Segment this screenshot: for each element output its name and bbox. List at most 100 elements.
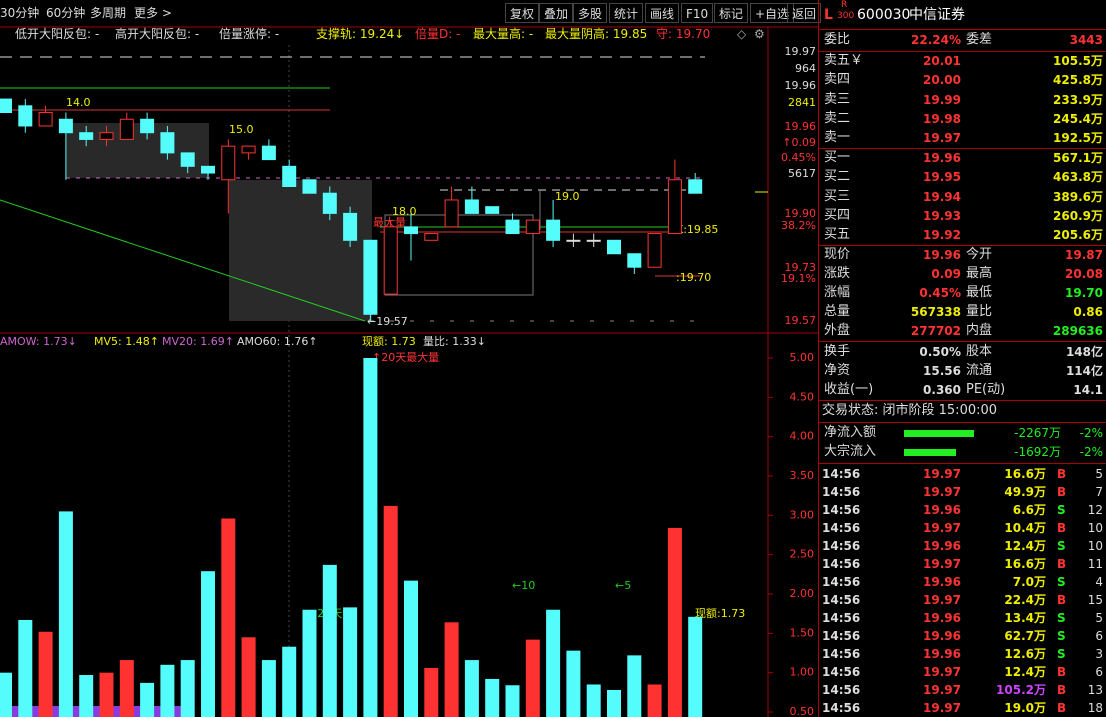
trade-price: 19.96 <box>923 611 961 625</box>
price-axis-label: 19.73 <box>785 261 817 274</box>
stat-value: 0.09 <box>931 267 961 281</box>
toolbar-button[interactable]: F10 <box>681 3 714 23</box>
trade-side: B <box>1057 485 1067 499</box>
book-volume: 389.6万 <box>1053 189 1103 204</box>
volume-bar <box>343 607 358 717</box>
trend-line <box>0 199 366 322</box>
trade-volume: 16.6万 <box>1004 557 1046 571</box>
stat-label: 涨幅 <box>824 285 851 300</box>
toolbar-button[interactable]: 叠加 <box>539 3 574 23</box>
volume-bar <box>201 571 215 717</box>
volume-bar <box>241 637 256 717</box>
trade-price: 19.96 <box>923 647 961 661</box>
candle-body <box>566 239 581 242</box>
stat-label: 流通 <box>966 363 993 378</box>
trade-side: B <box>1057 701 1067 715</box>
tab[interactable]: 多周期 <box>90 6 127 20</box>
tab[interactable]: 60分钟 <box>46 6 86 20</box>
stat-label: PE(动) <box>966 382 1006 397</box>
price-axis-label: 0.45% <box>781 151 816 164</box>
volume-axis-label: 1.00 <box>790 666 815 679</box>
index-tag: R <box>841 0 848 10</box>
stat-value: 19.96 <box>923 248 961 262</box>
trade-time: 14:56 <box>822 665 861 679</box>
book-volume: 105.5万 <box>1053 54 1103 68</box>
trade-side: B <box>1057 467 1067 481</box>
volume-axis-label: 0.50 <box>790 705 815 717</box>
stat-value: 567338 <box>910 305 961 319</box>
price-axis-label: 5617 <box>788 167 816 180</box>
candle-body <box>201 165 215 174</box>
stat-value: 0.45% <box>919 286 961 300</box>
flow-bar <box>904 430 974 437</box>
volume-bar <box>140 682 155 717</box>
toolbar-button[interactable]: 复权 <box>505 3 540 23</box>
icon[interactable]: ◇ <box>737 27 747 41</box>
book-label: 卖一 <box>824 130 851 146</box>
trade-time: 14:56 <box>822 575 861 589</box>
volume-bar <box>464 660 479 717</box>
toolbar-button[interactable]: 返回 <box>787 3 822 23</box>
trade-time: 14:56 <box>822 503 861 517</box>
value: 22.24% <box>911 33 961 47</box>
annotation: 现额:1.73 <box>695 607 745 620</box>
separator <box>819 29 1106 30</box>
volume-bar <box>586 684 601 717</box>
tab[interactable]: 30分钟 <box>0 6 40 20</box>
toolbar-button[interactable]: +自选 <box>750 3 795 23</box>
volume-bar <box>566 650 581 717</box>
icon[interactable]: ⚙ <box>754 27 765 41</box>
toolbar-button[interactable]: 统计 <box>609 3 644 23</box>
separator <box>819 51 1106 52</box>
trade-time: 14:56 <box>822 647 861 661</box>
volume-bar <box>282 646 297 717</box>
candle-body <box>525 219 540 235</box>
volume-bar <box>58 511 73 717</box>
volume-bar <box>322 564 337 717</box>
volume-indicator: MV20: 1.69↑ <box>162 335 234 348</box>
trade-volume: 16.6万 <box>1004 467 1046 481</box>
book-price: 19.99 <box>923 92 961 107</box>
trade-price: 19.96 <box>923 503 961 517</box>
tab[interactable]: 更多 > <box>134 6 172 20</box>
trade-time: 14:56 <box>822 467 861 481</box>
toolbar-button[interactable]: 多股 <box>573 3 608 23</box>
indicator: 低开大阳反包: - <box>15 27 100 41</box>
trade-count: 18 <box>1087 701 1103 715</box>
book-price: 19.96 <box>923 151 961 165</box>
flow-bar <box>904 449 956 456</box>
label: 委比 <box>824 32 851 47</box>
stat-value: 289636 <box>1052 324 1103 338</box>
annotation: :19.70 <box>676 271 711 284</box>
book-label: 卖三 <box>824 91 851 107</box>
book-label: 买五 <box>824 227 851 243</box>
annotation: 15.0 <box>229 123 254 136</box>
indicator: 倍量D: - <box>415 27 461 41</box>
trade-price: 19.97 <box>923 557 961 571</box>
trade-count: 10 <box>1087 521 1103 535</box>
trade-time: 14:56 <box>822 701 861 715</box>
book-price: 19.93 <box>923 208 961 223</box>
separator <box>819 341 1106 342</box>
flow-pct: -2% <box>1079 426 1103 440</box>
stat-value: 19.70 <box>1065 286 1103 300</box>
stat-label: 收益(一) <box>824 382 874 397</box>
toolbar-button[interactable]: 标记 <box>714 3 749 23</box>
trade-price: 19.96 <box>923 539 961 553</box>
stat-label: 净资 <box>824 363 851 378</box>
trade-volume: 62.7万 <box>1004 629 1046 643</box>
toolbar-button[interactable]: 画线 <box>645 3 680 23</box>
trade-count: 10 <box>1087 539 1103 553</box>
zone-box <box>66 123 209 178</box>
book-volume: 245.4万 <box>1053 111 1103 126</box>
annotation: 19.0 <box>555 190 580 203</box>
volume-axis-label: 4.00 <box>790 430 815 443</box>
scrollbar[interactable] <box>0 706 190 717</box>
indicator: 最大量高: - <box>473 27 534 41</box>
candle-body <box>0 98 12 114</box>
volume-bar <box>525 639 540 717</box>
trade-volume: 19.0万 <box>1004 701 1046 715</box>
stat-value: 19.87 <box>1065 248 1103 262</box>
stat-label: 换手 <box>824 344 851 359</box>
trade-price: 19.97 <box>923 593 961 607</box>
